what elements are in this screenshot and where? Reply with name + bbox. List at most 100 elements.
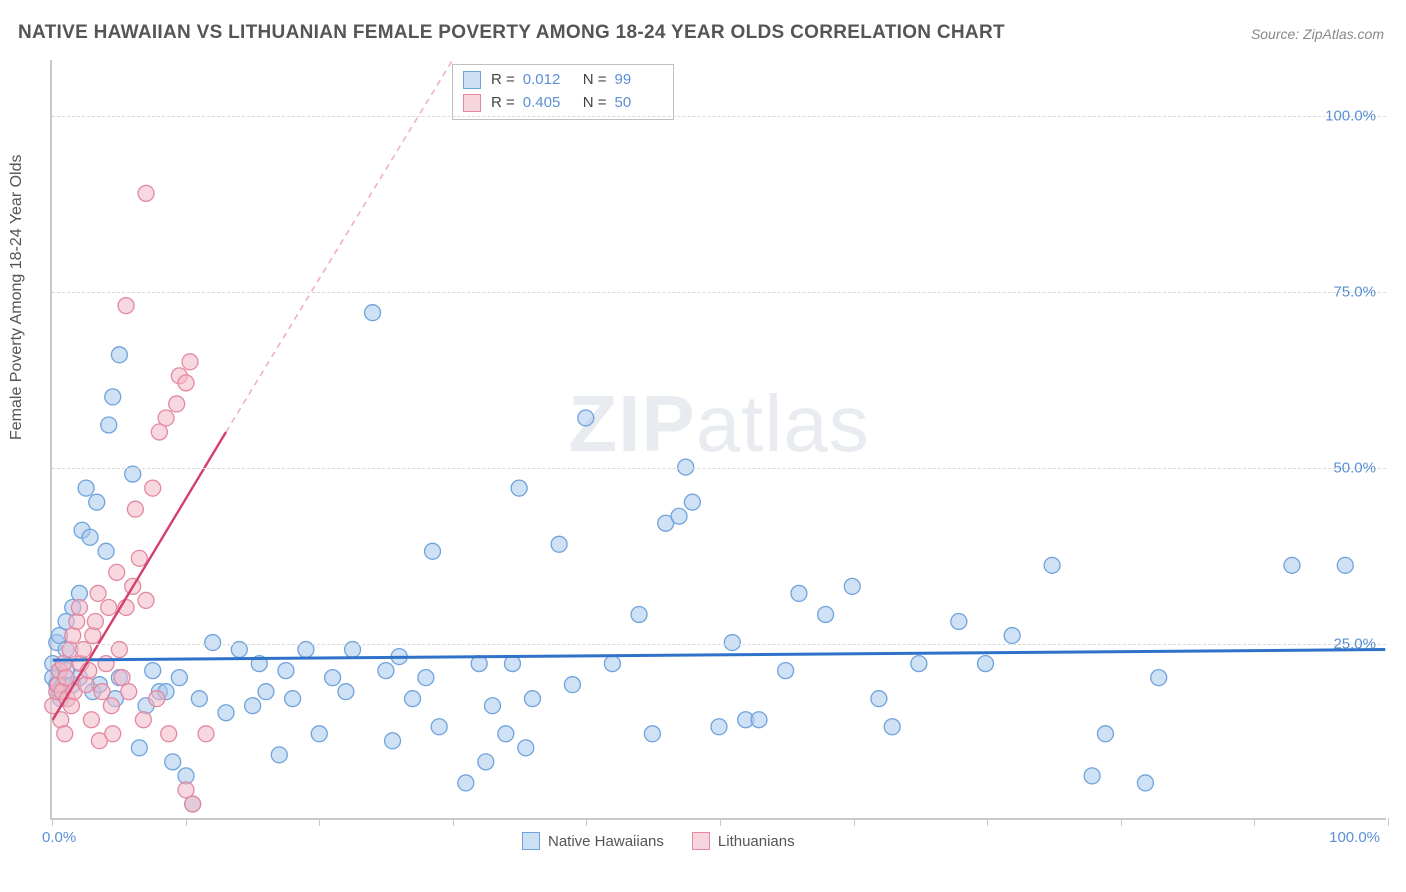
data-point [58, 670, 74, 686]
data-point [98, 543, 114, 559]
data-point [118, 298, 134, 314]
data-point [478, 754, 494, 770]
data-point [978, 656, 994, 672]
data-point [161, 726, 177, 742]
data-point [751, 712, 767, 728]
x-tick [1121, 818, 1122, 826]
data-point [504, 656, 520, 672]
data-point [1044, 557, 1060, 573]
data-point [149, 691, 165, 707]
data-point [101, 417, 117, 433]
data-point [644, 726, 660, 742]
data-point [551, 536, 567, 552]
data-point [145, 663, 161, 679]
data-point [458, 775, 474, 791]
data-point [185, 796, 201, 812]
legend-series-label: Lithuanians [718, 833, 795, 850]
data-point [604, 656, 620, 672]
data-point [78, 677, 94, 693]
x-tick [453, 818, 454, 826]
data-point [245, 698, 261, 714]
data-point [111, 347, 127, 363]
x-tick [186, 818, 187, 826]
data-point [131, 740, 147, 756]
data-point [98, 656, 114, 672]
data-point [101, 599, 117, 615]
data-point [418, 670, 434, 686]
data-point [178, 375, 194, 391]
data-point [425, 543, 441, 559]
chart-title: NATIVE HAWAIIAN VS LITHUANIAN FEMALE POV… [18, 22, 1005, 44]
data-point [109, 564, 125, 580]
data-point [524, 691, 540, 707]
data-point [431, 719, 447, 735]
data-point [631, 606, 647, 622]
source-attribution: Source: ZipAtlas.com [1251, 26, 1384, 42]
x-tick [720, 818, 721, 826]
data-point [121, 684, 137, 700]
data-point [87, 614, 103, 630]
data-point [778, 663, 794, 679]
data-point [671, 508, 687, 524]
data-point [405, 691, 421, 707]
data-point [1084, 768, 1100, 784]
data-point [1284, 557, 1300, 573]
x-tick [1388, 818, 1389, 826]
legend-series-item: Lithuanians [692, 832, 795, 850]
gridline-h [52, 468, 1386, 469]
gridline-h [52, 116, 1386, 117]
data-point [78, 480, 94, 496]
data-point [1097, 726, 1113, 742]
data-point [724, 635, 740, 651]
data-point [138, 592, 154, 608]
legend-series-label: Native Hawaiians [548, 833, 664, 850]
data-point [871, 691, 887, 707]
data-point [171, 670, 187, 686]
data-point [338, 684, 354, 700]
data-point [182, 354, 198, 370]
legend-series: Native Hawaiians Lithuanians [522, 832, 795, 850]
data-point [311, 726, 327, 742]
data-point [325, 670, 341, 686]
x-tick [854, 818, 855, 826]
y-tick-label: 75.0% [1333, 284, 1376, 301]
data-point [105, 726, 121, 742]
chart-container: NATIVE HAWAIIAN VS LITHUANIAN FEMALE POV… [0, 0, 1406, 892]
scatter-svg [52, 60, 1386, 818]
data-point [518, 740, 534, 756]
data-point [711, 719, 727, 735]
data-point [578, 410, 594, 426]
data-point [218, 705, 234, 721]
data-point [205, 635, 221, 651]
data-point [103, 698, 119, 714]
data-point [1004, 628, 1020, 644]
legend-series-item: Native Hawaiians [522, 832, 664, 850]
data-point [278, 663, 294, 679]
data-point [131, 550, 147, 566]
data-point [1137, 775, 1153, 791]
data-point [198, 726, 214, 742]
y-axis-label: Female Poverty Among 18-24 Year Olds [8, 155, 26, 441]
data-point [911, 656, 927, 672]
data-point [285, 691, 301, 707]
x-axis-min-label: 0.0% [42, 829, 76, 846]
data-point [498, 726, 514, 742]
x-tick [586, 818, 587, 826]
x-tick [319, 818, 320, 826]
data-point [94, 684, 110, 700]
x-tick [1254, 818, 1255, 826]
gridline-h [52, 644, 1386, 645]
data-point [511, 480, 527, 496]
data-point [85, 628, 101, 644]
regression-line [53, 650, 1385, 661]
data-point [484, 698, 500, 714]
data-point [884, 719, 900, 735]
x-axis-max-label: 100.0% [1329, 829, 1380, 846]
data-point [158, 410, 174, 426]
y-tick-label: 25.0% [1333, 636, 1376, 653]
data-point [71, 599, 87, 615]
y-tick-label: 50.0% [1333, 460, 1376, 477]
data-point [271, 747, 287, 763]
data-point [57, 726, 73, 742]
data-point [89, 494, 105, 510]
